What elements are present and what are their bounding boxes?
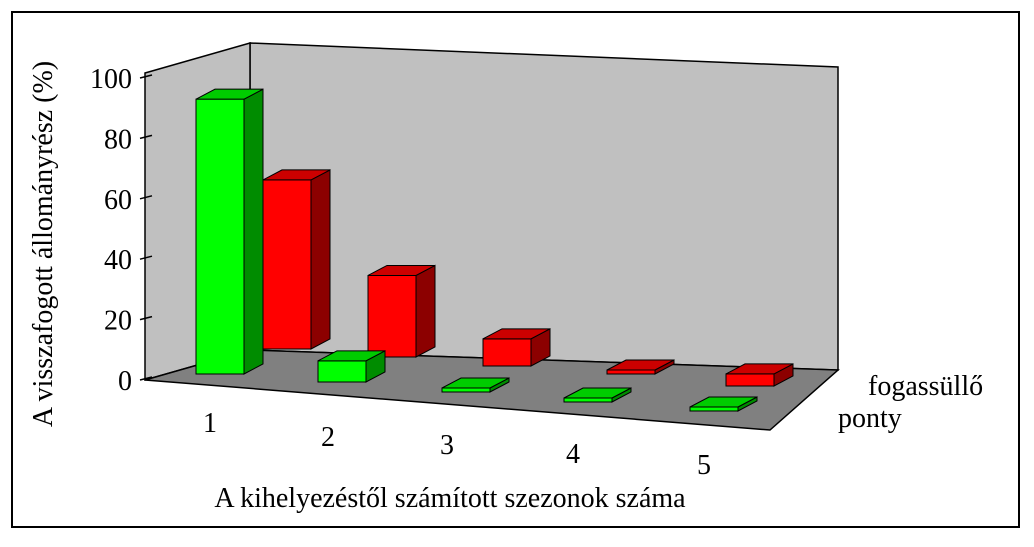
bar-top-face [563, 387, 632, 399]
bar-fogassullo-4 [606, 359, 675, 375]
x-tick-label: 2 [321, 422, 335, 453]
series-label-fogassullo: fogassüllő [868, 371, 983, 402]
bar-fogassullo-2 [367, 264, 436, 358]
bar-front-face [195, 98, 245, 375]
y-ticks-group: 0 20 40 60 80 100 [90, 64, 153, 397]
y-tick-mark [139, 315, 153, 321]
bar-ponty-1 [195, 88, 264, 375]
x-tick-label: 3 [440, 430, 454, 461]
bar-side-face [310, 169, 331, 350]
y-tick-mark [139, 195, 153, 200]
bar-front-face [563, 397, 613, 403]
bar-top-face [689, 396, 758, 408]
bar-ponty-4 [563, 387, 632, 403]
y-tick-label: 100 [90, 64, 132, 95]
bar-top-face [441, 377, 510, 389]
bar-front-face [725, 373, 775, 387]
bar-side-face [243, 88, 264, 375]
bar-fogassullo-5 [725, 363, 794, 387]
back-wall [249, 42, 839, 371]
bar-front-face [689, 406, 739, 412]
bar-front-face [317, 360, 367, 383]
bar-front-face [606, 369, 656, 375]
x-axis-title: A kihelyezéstől számított szezonok száma [214, 483, 686, 514]
bar-ponty-2 [317, 350, 386, 383]
y-tick-label: 0 [118, 366, 132, 397]
y-tick-mark [139, 376, 153, 381]
y-tick-mark [139, 255, 153, 260]
y-axis-title: A visszafogott állományrész (%) [28, 61, 59, 427]
bars-group [195, 88, 794, 412]
x-tick-label: 5 [697, 450, 711, 481]
x-ticks-group: 1 2 3 4 5 [203, 408, 711, 481]
x-tick-label: 1 [203, 408, 217, 439]
bar-ponty-5 [689, 396, 758, 412]
bar-top-face [262, 169, 331, 181]
bar-front-face [367, 274, 417, 358]
bar-fogassullo-1 [262, 169, 331, 350]
bar-top-face [367, 264, 436, 276]
y-tick-label: 60 [104, 185, 132, 216]
bar-top-face [482, 328, 551, 340]
bar-side-face [415, 264, 436, 358]
y-tick-label: 40 [104, 245, 132, 276]
y-tick-mark [139, 74, 153, 79]
bar-front-face [262, 179, 312, 350]
y-tick-mark [139, 134, 153, 140]
bar-top-face [195, 88, 264, 100]
bar-ponty-3 [441, 377, 510, 393]
series-label-ponty: ponty [838, 403, 902, 434]
bar-top-face [606, 359, 675, 371]
bar-top-face [725, 363, 794, 375]
bar-top-face [317, 350, 386, 362]
bar-fogassullo-3 [482, 327, 551, 367]
bar-front-face [482, 338, 532, 367]
bar-front-face [441, 387, 491, 393]
y-tick-label: 80 [104, 124, 132, 155]
x-tick-label: 4 [566, 439, 580, 470]
y-tick-label: 20 [104, 306, 132, 337]
